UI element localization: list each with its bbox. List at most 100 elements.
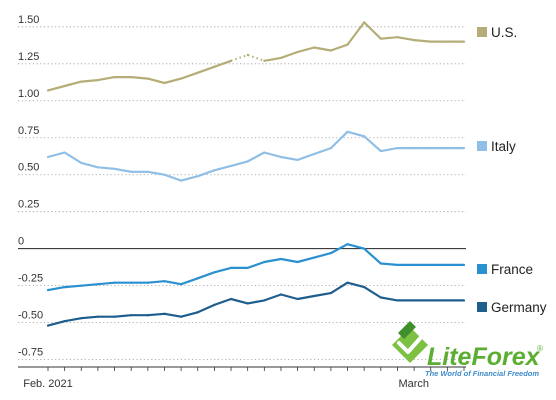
data-point — [462, 147, 466, 150]
series-line — [47, 281, 464, 327]
data-point — [446, 147, 449, 150]
data-point — [213, 65, 216, 68]
logo-tagline: The World of Financial Freedom — [425, 369, 539, 378]
data-point — [346, 281, 349, 284]
data-point — [80, 161, 83, 164]
data-point — [329, 49, 332, 52]
data-point — [196, 175, 199, 178]
data-point — [329, 147, 332, 150]
data-point — [396, 36, 399, 39]
data-point — [296, 50, 299, 54]
data-point — [363, 247, 366, 250]
legend-swatch — [477, 27, 487, 37]
data-point — [429, 147, 432, 150]
legend-label: Germany — [491, 300, 547, 315]
data-point — [396, 299, 399, 302]
data-point — [180, 283, 183, 286]
axis-layer: 1.50 1.25 1.00 0.75 0.50 0.25 0 -0.25 -0.50 -0.75… — [18, 14, 466, 390]
series-u-s — [46, 21, 466, 92]
data-point — [446, 40, 449, 43]
data-point — [363, 135, 366, 138]
data-point — [130, 314, 133, 317]
series-line — [47, 243, 464, 292]
data-point — [163, 81, 166, 85]
data-point — [329, 291, 332, 295]
data-point — [379, 149, 382, 153]
data-point — [229, 266, 233, 270]
series-italy — [46, 130, 466, 182]
x-tick-label: March — [398, 378, 429, 390]
data-point — [429, 40, 432, 43]
data-point — [130, 76, 133, 79]
data-point — [96, 315, 100, 318]
series-layer — [46, 21, 466, 327]
data-point — [346, 43, 349, 46]
data-point — [246, 53, 249, 57]
data-point — [462, 299, 466, 302]
data-point — [446, 299, 449, 302]
data-point — [80, 284, 83, 287]
data-point — [363, 286, 366, 289]
data-point — [229, 297, 233, 301]
data-point — [296, 260, 299, 264]
data-point — [113, 281, 116, 284]
x-tick-label: Feb. 2021 — [23, 378, 73, 390]
y-tick-label: 0.50 — [18, 162, 39, 174]
data-point — [412, 39, 416, 42]
data-point — [163, 173, 166, 176]
data-point — [329, 252, 332, 255]
data-point — [246, 160, 249, 163]
data-point — [396, 263, 399, 267]
y-tick-label: 0 — [18, 236, 24, 248]
data-point — [46, 155, 50, 159]
data-point — [263, 260, 266, 264]
y-tick-label: 1.25 — [18, 51, 39, 63]
legend-label: U.S. — [491, 25, 517, 40]
data-point — [313, 256, 316, 259]
grid-layer — [18, 26, 466, 361]
legend-swatch — [477, 302, 487, 312]
data-point — [462, 263, 466, 267]
data-point — [213, 303, 216, 306]
data-point — [113, 315, 116, 318]
y-tick-label: 0.75 — [18, 125, 39, 137]
data-point — [279, 56, 283, 59]
data-point — [229, 59, 233, 62]
data-point — [146, 281, 149, 284]
data-point — [96, 166, 100, 169]
data-point — [346, 130, 349, 133]
data-point — [296, 158, 299, 162]
data-point — [180, 315, 183, 318]
data-point — [396, 147, 399, 150]
data-point — [146, 77, 149, 80]
data-point — [279, 257, 283, 261]
data-point — [213, 169, 216, 172]
y-tick-label: 0.25 — [18, 199, 39, 211]
data-point — [229, 164, 233, 167]
data-point — [446, 263, 449, 267]
series-germany — [46, 281, 466, 327]
y-tick-label: -0.50 — [18, 310, 43, 322]
liteforex-logo: LiteForex ® The World of Financial Freed… — [392, 321, 543, 378]
series-line-gap — [230, 53, 265, 62]
legend-label: Italy — [491, 139, 516, 154]
data-point — [146, 314, 149, 317]
data-point — [213, 271, 216, 274]
data-point — [63, 84, 66, 88]
data-point — [429, 263, 432, 267]
data-point — [80, 80, 83, 83]
series-line — [47, 130, 464, 182]
data-point — [412, 263, 416, 267]
data-point — [46, 89, 50, 92]
data-point — [96, 283, 100, 286]
data-point — [96, 78, 100, 82]
data-point — [196, 277, 199, 280]
data-point — [130, 170, 133, 173]
data-point — [130, 281, 133, 284]
data-point — [429, 299, 432, 302]
legend-swatch — [477, 264, 487, 274]
data-point — [113, 76, 116, 79]
data-point — [196, 311, 199, 314]
data-point — [462, 40, 466, 43]
logo-mark-icon — [392, 321, 428, 363]
